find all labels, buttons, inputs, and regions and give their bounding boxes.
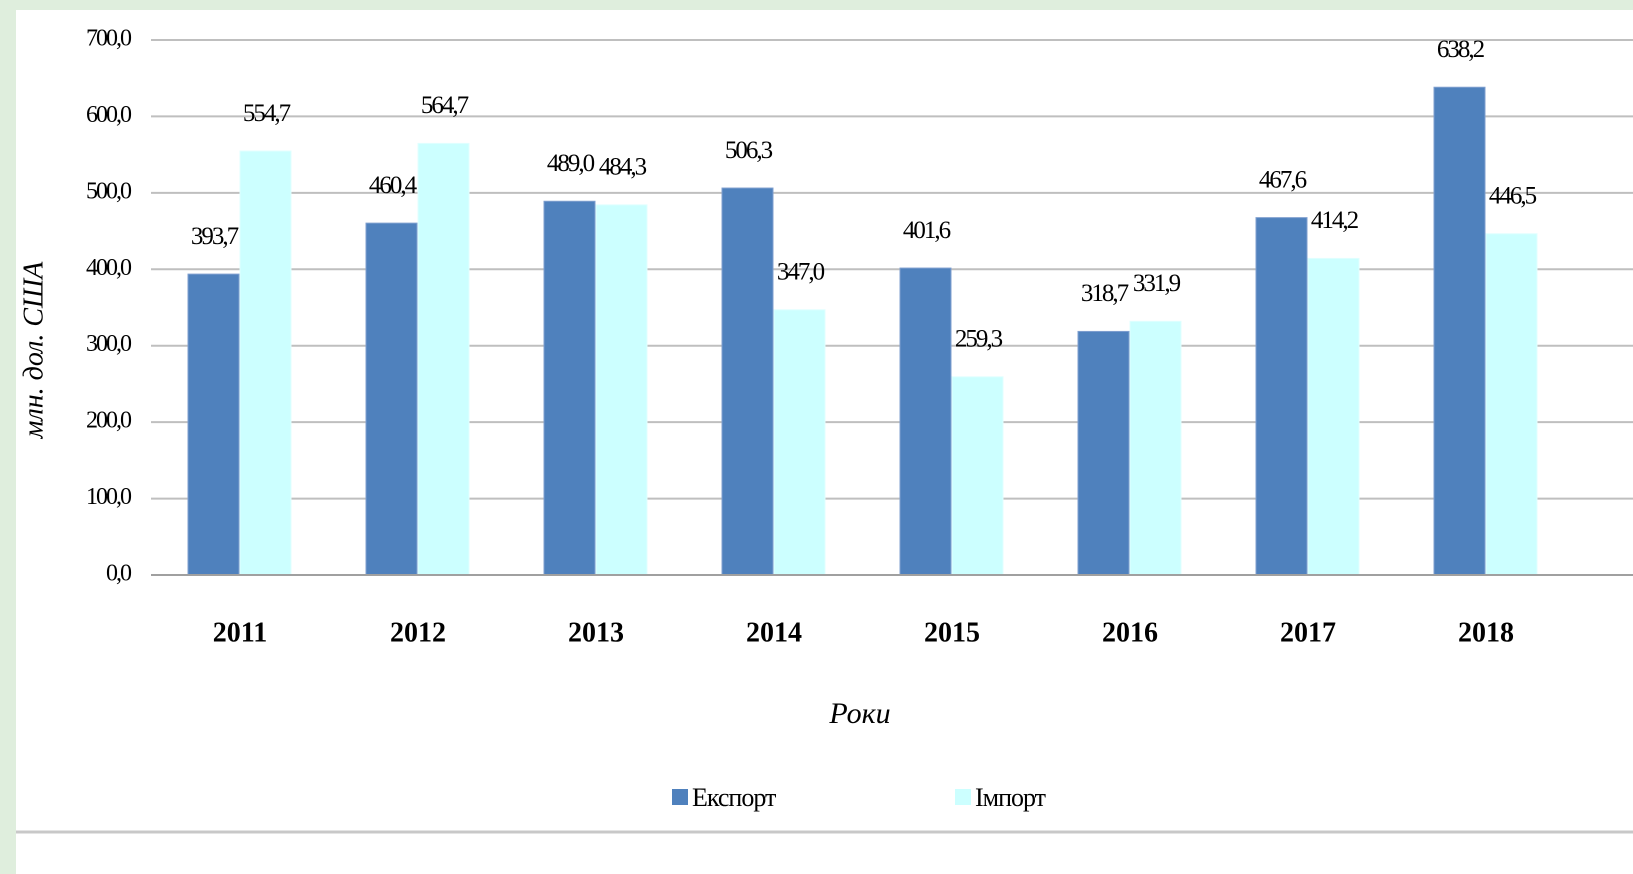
bar: [1129, 320, 1182, 576]
y-tick-label: 700,0: [86, 26, 132, 52]
value-label: 467,6: [1259, 166, 1307, 193]
value-label: 393,7: [191, 223, 239, 250]
value-label: 446,5: [1489, 182, 1537, 209]
legend-swatch: [672, 789, 688, 805]
bar: [1307, 257, 1360, 576]
bar: [239, 150, 292, 576]
x-axis-label: Роки: [828, 697, 890, 730]
bar: [1077, 330, 1130, 576]
bar: [951, 376, 1004, 576]
y-tick-label: 500,0: [86, 178, 132, 204]
value-label: 484,3: [599, 154, 647, 181]
x-tick-label: 2011: [213, 617, 267, 648]
bar: [595, 204, 648, 576]
value-label: 259,3: [955, 326, 1003, 353]
value-label: 347,0: [777, 259, 825, 286]
y-tick-label: 300,0: [86, 331, 132, 357]
y-tick-label: 100,0: [86, 484, 132, 510]
y-axis-label: млн. дол. США: [18, 261, 49, 440]
bar: [187, 273, 240, 576]
value-label: 460,4: [369, 172, 418, 199]
bar: [899, 267, 952, 576]
x-tick-label: 2017: [1280, 617, 1336, 648]
value-label: 331,9: [1133, 270, 1181, 297]
bar: [773, 309, 826, 576]
legend-swatch: [955, 789, 971, 805]
x-tick-label: 2014: [746, 617, 802, 648]
legend-label: Експорт: [692, 783, 776, 812]
y-tick-label: 200,0: [86, 408, 132, 434]
value-label: 401,6: [903, 217, 951, 244]
bar: [721, 187, 774, 576]
value-label: 489,0: [547, 150, 595, 177]
y-tick-label: 600,0: [86, 102, 132, 128]
x-tick-label: 2015: [924, 617, 980, 648]
legend-label: Імпорт: [975, 783, 1046, 812]
bar: [1255, 217, 1308, 576]
value-label: 318,7: [1081, 280, 1129, 307]
y-tick-label: 400,0: [86, 255, 132, 281]
value-label: 564,7: [421, 92, 469, 119]
y-tick-label: 0,0: [106, 561, 132, 587]
value-label: 414,2: [1311, 207, 1359, 234]
x-tick-label: 2012: [390, 617, 446, 648]
bar: [543, 200, 596, 576]
bar: [365, 222, 418, 576]
bar: [417, 142, 470, 576]
bar: [1433, 86, 1486, 576]
x-tick-label: 2013: [568, 617, 624, 648]
value-label: 554,7: [243, 100, 291, 127]
x-tick-label: 2018: [1458, 617, 1514, 648]
value-label: 506,3: [725, 137, 773, 164]
value-label: 638,2: [1437, 36, 1485, 63]
bar: [1485, 233, 1538, 576]
x-tick-label: 2016: [1102, 617, 1158, 648]
